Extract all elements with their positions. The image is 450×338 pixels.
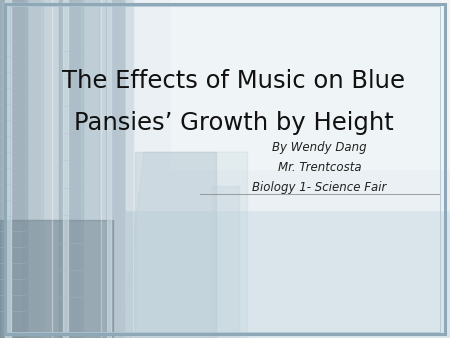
Bar (0, 220, 112, 338)
Text: The Effects of Music on Blue: The Effects of Music on Blue (63, 69, 405, 93)
Bar (212, 186, 239, 338)
Text: Biology 1- Science Fair: Biology 1- Science Fair (252, 181, 387, 194)
Bar (25, 0, 43, 338)
Bar (4, 0, 11, 338)
Bar (22, 220, 68, 338)
Bar (106, 0, 124, 338)
Bar (122, 0, 133, 338)
Text: By Wendy Dang: By Wendy Dang (272, 141, 367, 153)
Bar (81, 0, 99, 338)
Bar (58, 0, 83, 338)
Text: Mr. Trentcosta: Mr. Trentcosta (278, 161, 361, 174)
Bar (135, 152, 216, 338)
Polygon shape (81, 152, 248, 338)
Bar (63, 0, 68, 338)
Bar (40, 0, 52, 338)
Bar (135, 0, 450, 338)
Bar (171, 0, 450, 169)
Bar (107, 0, 111, 338)
Bar (126, 0, 450, 210)
Text: Pansies’ Growth by Height: Pansies’ Growth by Height (74, 111, 394, 136)
Bar (0, 0, 27, 338)
